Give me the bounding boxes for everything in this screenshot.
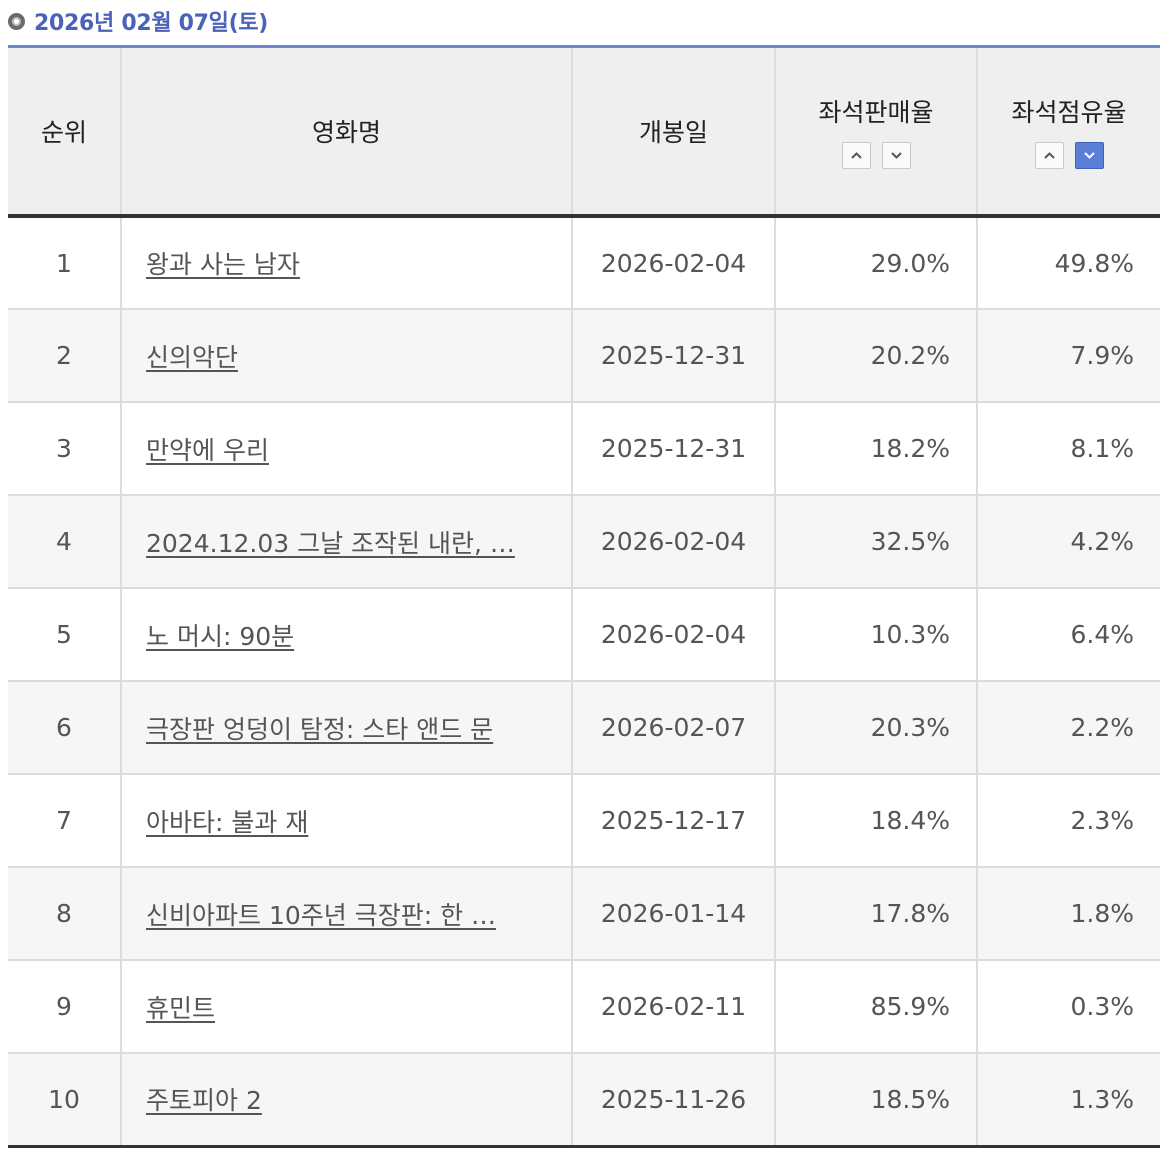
seat-sales-cell: 32.5% <box>774 494 978 589</box>
title-cell: 휴민트 <box>120 959 573 1054</box>
movie-title-link[interactable]: 만약에 우리 <box>146 435 269 465</box>
title-cell: 극장판 엉덩이 탐정: 스타 앤드 문 <box>120 680 573 775</box>
chevron-up-icon <box>850 152 862 159</box>
sort-descending-button[interactable] <box>881 142 911 169</box>
title-cell: 신의악단 <box>120 308 573 403</box>
seat-share-cell: 2.3% <box>976 773 1160 868</box>
rank-cell: 2 <box>8 308 122 403</box>
movie-title-link[interactable]: 극장판 엉덩이 탐정: 스타 앤드 문 <box>146 714 494 744</box>
table-row: 1 왕과 사는 남자 2026-02-04 29.0% 49.8% <box>8 215 1160 310</box>
seat-sales-cell: 85.9% <box>774 959 978 1054</box>
release-date-cell: 2025-11-26 <box>571 1052 776 1148</box>
title-cell: 2024.12.03 그날 조작된 내란, … <box>120 494 573 589</box>
release-date-cell: 2025-12-31 <box>571 401 776 496</box>
movie-title-link[interactable]: 주토피아 2 <box>146 1086 262 1116</box>
date-label: 2026년 02월 07일(토) <box>34 11 269 36</box>
rank-cell: 7 <box>8 773 122 868</box>
column-header-title: 영화명 <box>120 48 573 218</box>
date-header: 2026년 02월 07일(토) <box>8 4 268 38</box>
release-date-cell: 2026-02-11 <box>571 959 776 1054</box>
release-date-cell: 2026-02-04 <box>571 587 776 682</box>
column-header-rank: 순위 <box>8 48 122 218</box>
rank-cell: 6 <box>8 680 122 775</box>
movie-title-link[interactable]: 휴민트 <box>146 993 216 1023</box>
column-header-seat-share: 좌석점유율 <box>976 48 1160 218</box>
table-row: 9 휴민트 2026-02-11 85.9% 0.3% <box>8 959 1160 1054</box>
rank-cell: 1 <box>8 215 122 310</box>
title-cell: 노 머시: 90분 <box>120 587 573 682</box>
seat-sales-cell: 17.8% <box>774 866 978 961</box>
rank-cell: 10 <box>8 1052 122 1148</box>
column-label-seat-share: 좌석점유율 <box>1011 98 1127 127</box>
table-row: 5 노 머시: 90분 2026-02-04 10.3% 6.4% <box>8 587 1160 682</box>
seat-sales-cell: 20.2% <box>774 308 978 403</box>
seat-share-cell: 8.1% <box>976 401 1160 496</box>
ranking-rows: 1 왕과 사는 남자 2026-02-04 29.0% 49.8% 2 신의악단… <box>8 215 1160 1148</box>
release-date-cell: 2025-12-17 <box>571 773 776 868</box>
sort-controls-seat-sales <box>841 142 911 169</box>
table-row: 2 신의악단 2025-12-31 20.2% 7.9% <box>8 308 1160 403</box>
table-row: 3 만약에 우리 2025-12-31 18.2% 8.1% <box>8 401 1160 496</box>
title-cell: 왕과 사는 남자 <box>120 215 573 310</box>
rank-cell: 3 <box>8 401 122 496</box>
seat-sales-cell: 10.3% <box>774 587 978 682</box>
circle-bullet-icon <box>8 12 25 30</box>
rank-cell: 8 <box>8 866 122 961</box>
title-cell: 주토피아 2 <box>120 1052 573 1148</box>
column-header-release: 개봉일 <box>571 48 776 218</box>
table-row: 8 신비아파트 10주년 극장판: 한 … 2026-01-14 17.8% 1… <box>8 866 1160 961</box>
rank-cell: 5 <box>8 587 122 682</box>
release-date-cell: 2026-02-04 <box>571 494 776 589</box>
movie-title-link[interactable]: 왕과 사는 남자 <box>146 250 300 279</box>
ranking-table: 순위 영화명 개봉일 좌석판매율 <box>8 48 1160 1148</box>
movie-title-link[interactable]: 신의악단 <box>146 342 239 372</box>
movie-title-link[interactable]: 2024.12.03 그날 조작된 내란, … <box>146 528 515 558</box>
table-row: 6 극장판 엉덩이 탐정: 스타 앤드 문 2026-02-07 20.3% 2… <box>8 680 1160 775</box>
seat-sales-cell: 18.2% <box>774 401 978 496</box>
movie-title-link[interactable]: 노 머시: 90분 <box>146 621 295 651</box>
column-label-seat-sales: 좌석판매율 <box>818 98 934 127</box>
seat-sales-cell: 18.5% <box>774 1052 978 1148</box>
sort-descending-button-active[interactable] <box>1074 142 1104 169</box>
release-date-cell: 2026-02-07 <box>571 680 776 775</box>
table-row: 4 2024.12.03 그날 조작된 내란, … 2026-02-04 32.… <box>8 494 1160 589</box>
seat-share-cell: 49.8% <box>976 215 1160 310</box>
seat-share-cell: 4.2% <box>976 494 1160 589</box>
sort-controls-seat-share <box>1034 142 1104 169</box>
seat-share-cell: 1.8% <box>976 866 1160 961</box>
seat-sales-cell: 29.0% <box>774 215 978 310</box>
sort-ascending-button[interactable] <box>1034 142 1064 169</box>
chevron-down-icon <box>890 152 902 159</box>
seat-share-cell: 2.2% <box>976 680 1160 775</box>
rank-cell: 9 <box>8 959 122 1054</box>
column-header-seat-sales: 좌석판매율 <box>774 48 978 218</box>
header-row: 순위 영화명 개봉일 좌석판매율 <box>8 48 1160 218</box>
table-row: 7 아바타: 불과 재 2025-12-17 18.4% 2.3% <box>8 773 1160 868</box>
title-cell: 아바타: 불과 재 <box>120 773 573 868</box>
top-divider <box>8 45 1160 48</box>
seat-share-cell: 0.3% <box>976 959 1160 1054</box>
movie-title-link[interactable]: 아바타: 불과 재 <box>146 807 309 837</box>
seat-sales-cell: 18.4% <box>774 773 978 868</box>
release-date-cell: 2026-02-04 <box>571 215 776 310</box>
sort-ascending-button[interactable] <box>841 142 871 169</box>
title-cell: 만약에 우리 <box>120 401 573 496</box>
chevron-up-icon <box>1043 152 1055 159</box>
table-row: 10 주토피아 2 2025-11-26 18.5% 1.3% <box>8 1052 1160 1148</box>
seat-share-cell: 6.4% <box>976 587 1160 682</box>
seat-share-cell: 1.3% <box>976 1052 1160 1148</box>
seat-share-cell: 7.9% <box>976 308 1160 403</box>
release-date-cell: 2025-12-31 <box>571 308 776 403</box>
rank-cell: 4 <box>8 494 122 589</box>
chevron-down-icon <box>1083 152 1095 159</box>
movie-title-link[interactable]: 신비아파트 10주년 극장판: 한 … <box>146 900 497 930</box>
title-cell: 신비아파트 10주년 극장판: 한 … <box>120 866 573 961</box>
release-date-cell: 2026-01-14 <box>571 866 776 961</box>
seat-sales-cell: 20.3% <box>774 680 978 775</box>
